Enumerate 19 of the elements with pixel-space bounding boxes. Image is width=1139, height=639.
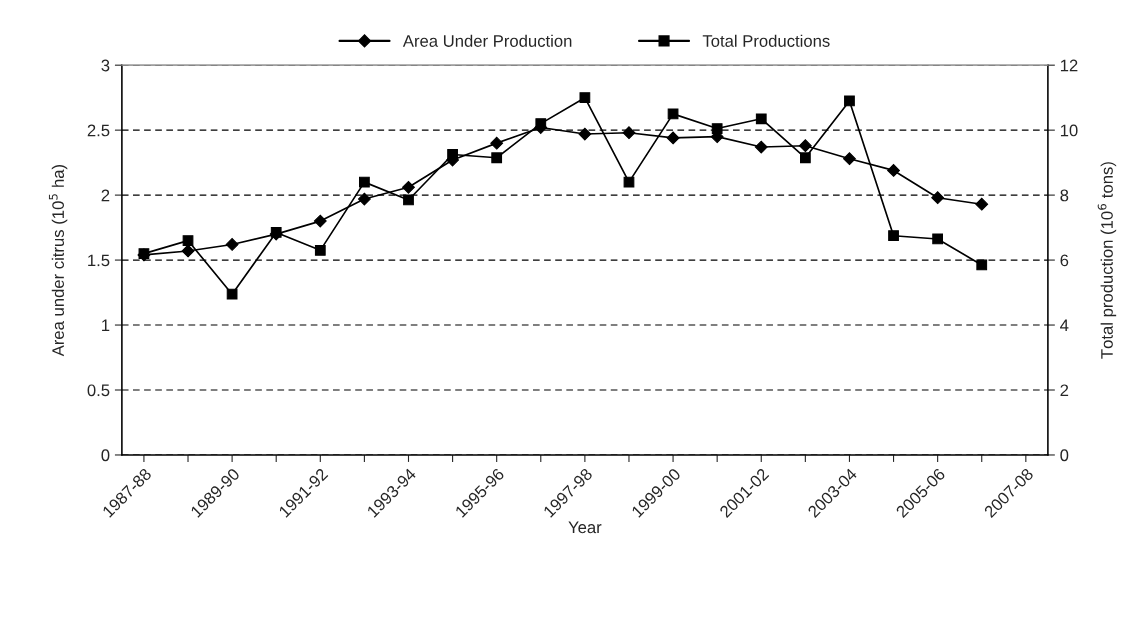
x-axis-title: Year bbox=[568, 521, 602, 534]
y2-tick-label: 10 bbox=[1060, 124, 1078, 137]
y-tick-label: 1.5 bbox=[88, 254, 110, 267]
legend-label: Total Productions bbox=[702, 34, 830, 47]
y-tick-label: 2 bbox=[101, 189, 110, 202]
y2-tick-label: 8 bbox=[1060, 189, 1069, 202]
y2-tick-label: 6 bbox=[1060, 254, 1069, 267]
y2-tick-label: 2 bbox=[1060, 384, 1069, 397]
legend-label: Area Under Production bbox=[402, 34, 572, 47]
y-axis-title: Area under citrus (10$^{5}$ ha) bbox=[48, 164, 68, 357]
y-tick-label: 1 bbox=[102, 319, 110, 332]
y-tick-label: 2.5 bbox=[87, 124, 110, 137]
y-tick-label: 3 bbox=[101, 59, 110, 72]
y2-tick-label: 0 bbox=[1060, 449, 1069, 462]
y-tick-label: 0.5 bbox=[87, 384, 110, 397]
y2-tick-label: 12 bbox=[1060, 59, 1078, 72]
y2-tick-label: 4 bbox=[1060, 319, 1069, 332]
y2-axis-title: Total production (10$^{6}$ tons) bbox=[1097, 162, 1117, 359]
y-tick-label: 0 bbox=[101, 449, 110, 462]
